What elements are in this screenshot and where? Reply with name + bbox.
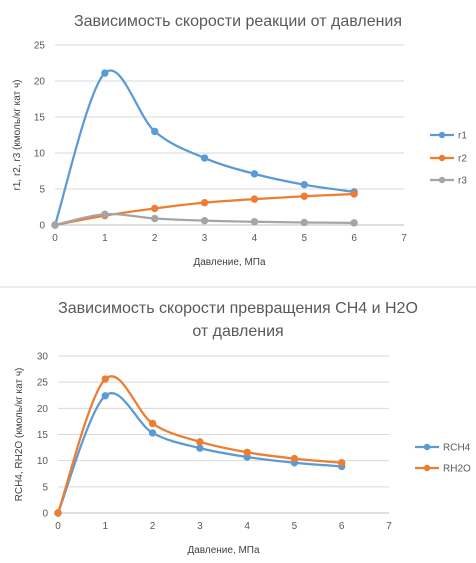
data-point-r3 — [101, 210, 109, 218]
x-tick-label: 1 — [102, 233, 108, 244]
x-tick-label: 6 — [339, 521, 345, 532]
y-tick-label: 30 — [37, 352, 49, 363]
data-point-r1 — [101, 69, 109, 77]
chart-title: от давления — [192, 323, 283, 340]
data-point-RH2O — [54, 509, 62, 517]
data-point-RH2O — [338, 459, 346, 467]
y-tick-label: 10 — [37, 456, 49, 467]
y-tick-label: 15 — [37, 430, 49, 441]
data-point-r3 — [151, 214, 159, 223]
chart-title: Зависимость скорости реакции от давления — [74, 13, 402, 30]
y-tick-label: 0 — [39, 221, 45, 232]
data-point-r2 — [250, 195, 259, 203]
x-tick-label: 7 — [386, 521, 392, 532]
x-tick-label: 0 — [52, 233, 58, 244]
data-point-RH2O — [290, 454, 299, 463]
data-point-r2 — [151, 204, 159, 213]
data-point-r3 — [350, 219, 358, 227]
data-point-RH2O — [196, 438, 204, 446]
legend-label-r3: r3 — [458, 176, 467, 187]
y-tick-label: 5 — [39, 185, 45, 196]
data-point-RCH4 — [148, 429, 157, 437]
data-point-RCH4 — [196, 444, 204, 452]
data-point-RCH4 — [101, 392, 109, 400]
data-point-r1 — [250, 170, 259, 178]
legend-marker-r3 — [438, 176, 446, 184]
y-tick-label: 5 — [42, 482, 48, 493]
data-point-r1 — [300, 180, 308, 189]
y-tick-label: 25 — [34, 41, 46, 52]
data-point-r2 — [350, 190, 358, 198]
legend-label-r2: r2 — [458, 154, 467, 165]
x-tick-label: 4 — [244, 521, 250, 532]
data-point-RH2O — [148, 419, 157, 428]
chart-2: Зависимость скорости превращения CH4 и H… — [14, 300, 471, 556]
data-point-r1 — [200, 154, 209, 162]
y-tick-label: 20 — [34, 77, 46, 88]
data-point-r3 — [51, 221, 59, 229]
x-tick-label: 0 — [55, 521, 61, 532]
y-tick-label: 25 — [37, 378, 49, 389]
legend-label-RCH4: RCH4 — [443, 443, 471, 454]
data-point-r1 — [151, 127, 159, 136]
legend-label-r1: r1 — [458, 131, 467, 142]
y-axis-title: RCH4, RH2O (кмоль/кг кат ч) — [14, 368, 25, 502]
legend-marker-RCH4 — [423, 443, 431, 451]
x-tick-label: 2 — [152, 233, 158, 244]
x-tick-label: 7 — [401, 233, 407, 244]
y-tick-label: 20 — [37, 404, 49, 415]
legend-marker-r2 — [438, 154, 446, 162]
data-point-r3 — [300, 218, 308, 227]
y-tick-label: 10 — [34, 149, 46, 160]
chart-title: Зависимость скорости превращения CH4 и H… — [58, 300, 418, 317]
data-point-RH2O — [243, 448, 251, 456]
y-tick-label: 15 — [34, 113, 46, 124]
legend-marker-r1 — [438, 131, 446, 139]
x-tick-label: 1 — [103, 521, 109, 532]
series-line-RCH4 — [56, 392, 342, 514]
data-point-r3 — [200, 216, 209, 225]
legend-marker-RH2O — [423, 464, 431, 472]
data-point-RH2O — [101, 375, 109, 383]
x-tick-label: 4 — [252, 233, 258, 244]
y-tick-label: 0 — [42, 509, 48, 520]
x-axis-title: Давление, МПа — [193, 257, 266, 268]
x-axis-title: Давление, МПа — [187, 545, 260, 556]
x-tick-label: 6 — [351, 233, 357, 244]
data-point-r2 — [300, 192, 308, 200]
y-axis-title: r1, r2, r3 (кмоль/кг кат ч) — [12, 80, 23, 191]
data-point-r2 — [200, 198, 209, 207]
x-tick-label: 5 — [292, 521, 298, 532]
chart-1: Зависимость скорости реакции от давления… — [12, 13, 467, 268]
x-tick-label: 3 — [202, 233, 208, 244]
legend-label-RH2O: RH2O — [443, 464, 471, 475]
x-tick-label: 3 — [197, 521, 203, 532]
x-tick-label: 2 — [150, 521, 156, 532]
x-tick-label: 5 — [302, 233, 308, 244]
data-point-r3 — [250, 218, 259, 226]
